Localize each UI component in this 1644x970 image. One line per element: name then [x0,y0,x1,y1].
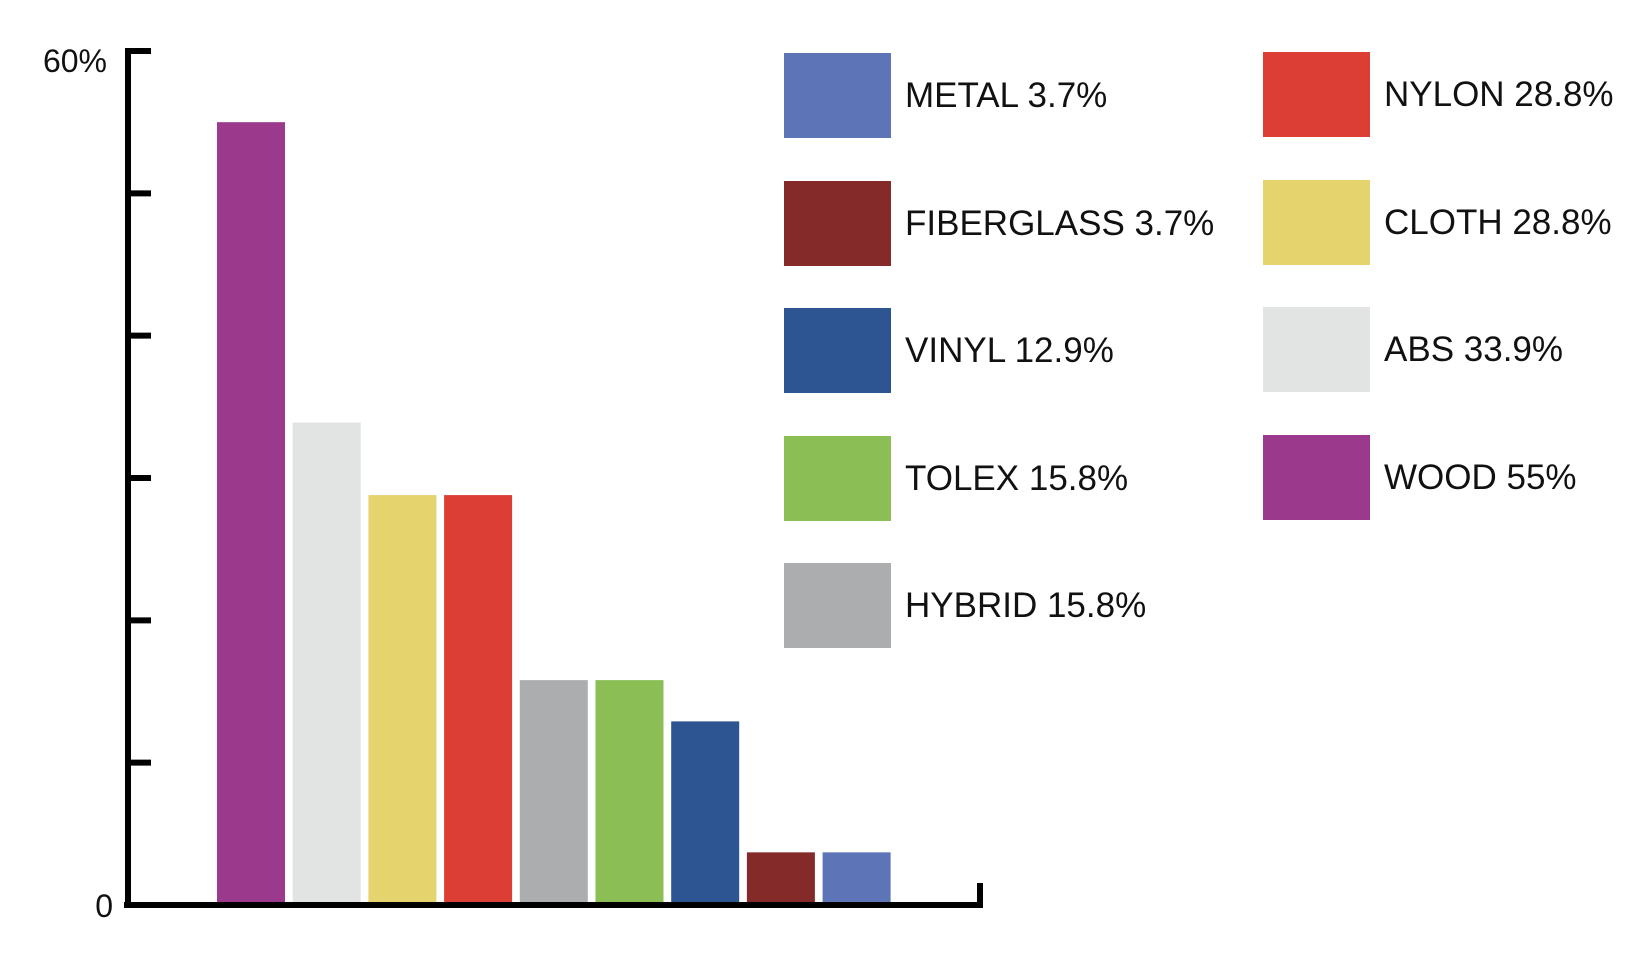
bar-wood [217,122,285,905]
y-tick-label-bottom: 0 [95,888,113,924]
bar-tolex [595,680,664,905]
bars-group [217,122,891,905]
bar-hybrid [519,680,588,905]
bar-cloth [368,495,437,905]
bar-metal [822,852,891,905]
y-ticks-group [128,48,151,908]
bar-nylon [444,495,513,905]
bar-vinyl [671,721,740,905]
bar-abs [292,422,361,905]
axes-group [124,48,983,908]
bar-fiberglass [746,852,815,905]
y-tick-label-top: 60% [43,43,107,79]
